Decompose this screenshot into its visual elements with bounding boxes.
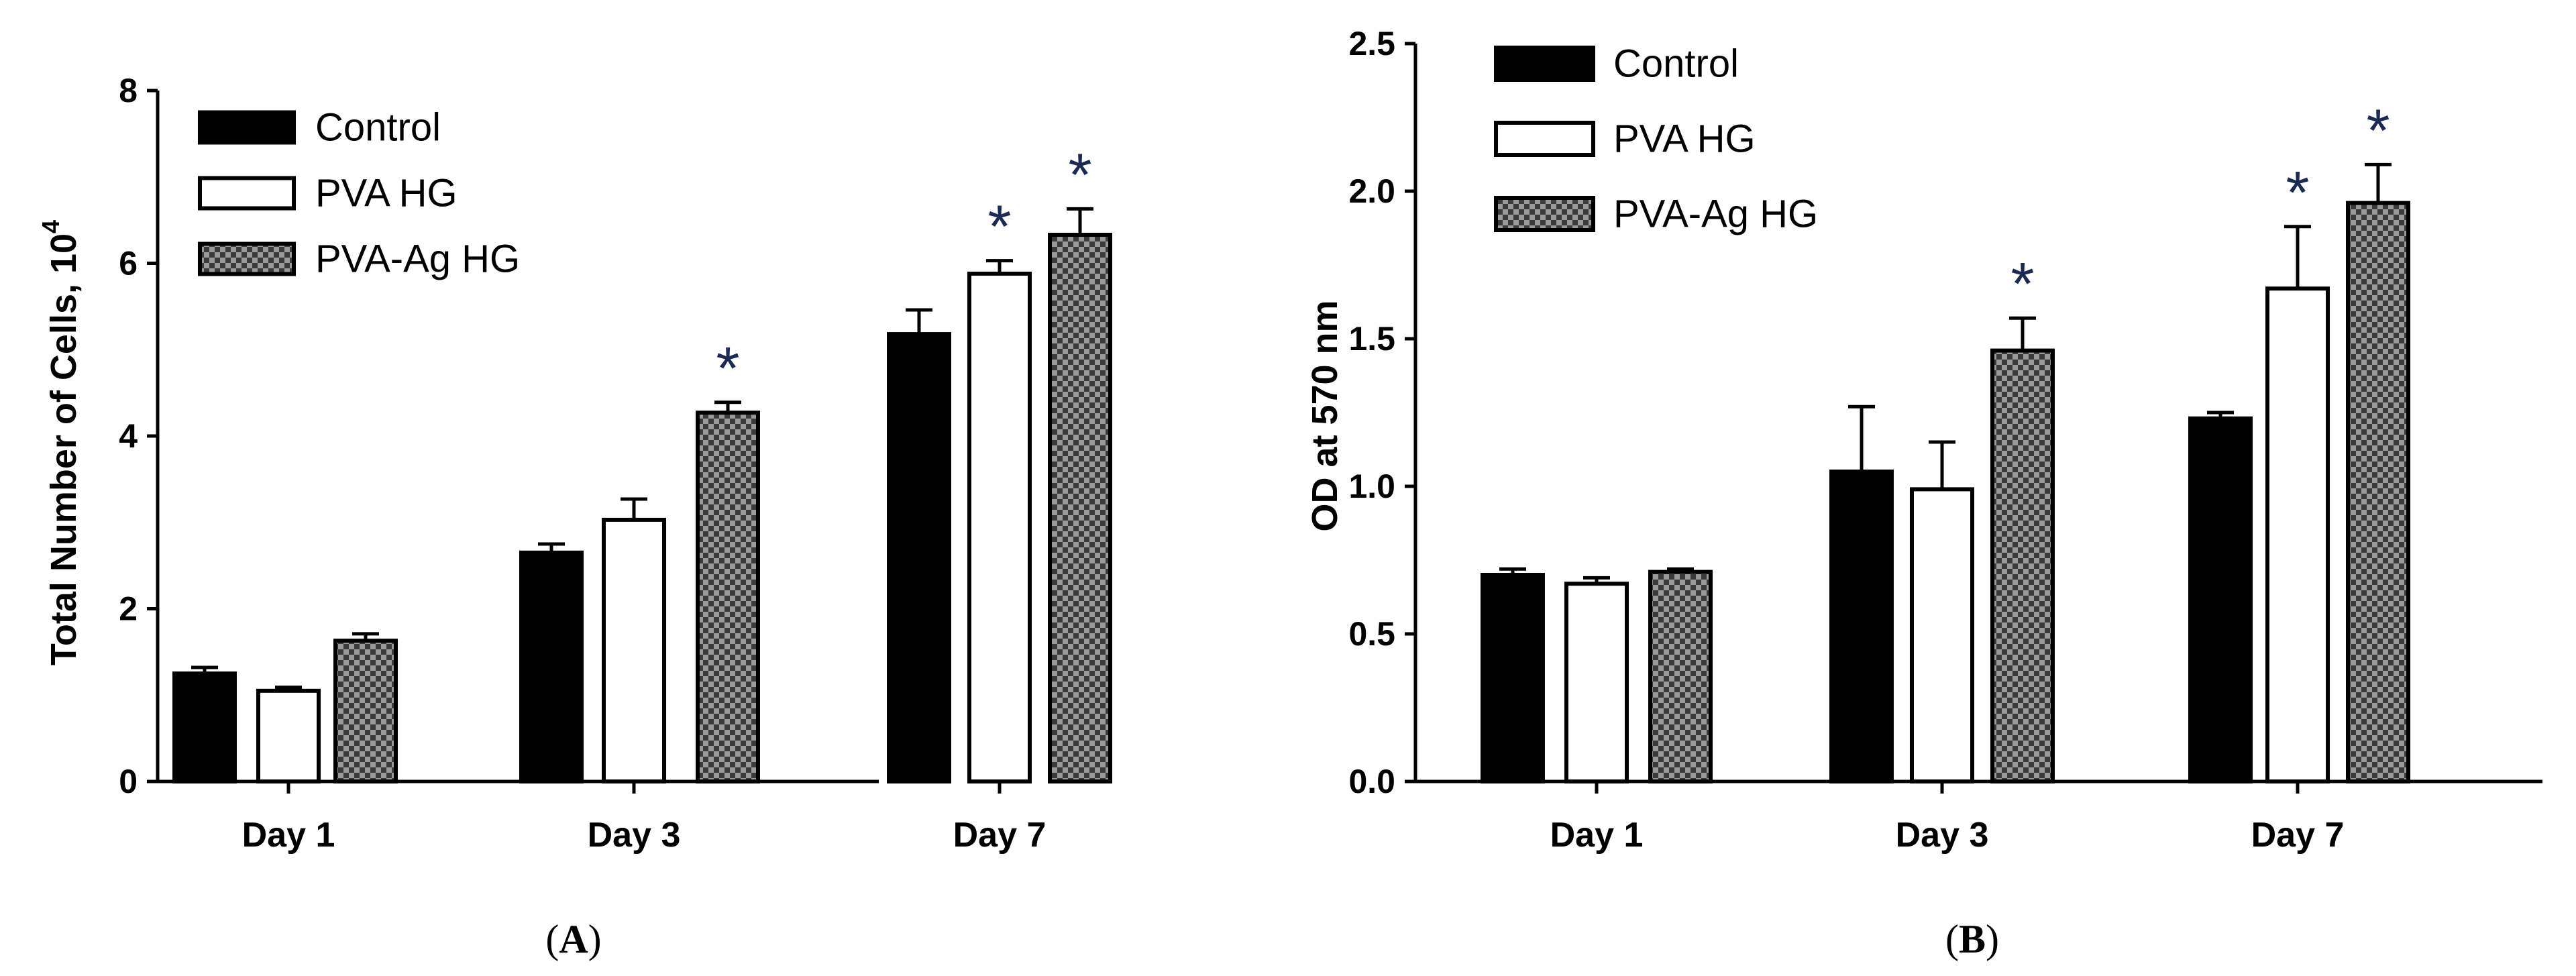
bar-pva-ag-hg: [333, 639, 398, 784]
legend-item-pva-hg: PVA HG: [1494, 117, 1756, 161]
panel-label-letter: A: [559, 917, 588, 961]
bar-control: [519, 550, 584, 783]
bar-pva-ag-hg: [2346, 201, 2410, 784]
bar-pva-ag-hg: [1648, 570, 1713, 783]
legend-label: Control: [1613, 42, 1739, 86]
significance-marker: *: [1068, 142, 1091, 209]
bar-pva-hg: [602, 517, 666, 783]
significance-marker: *: [716, 335, 739, 402]
bar-pva-ag-hg: [1048, 233, 1112, 783]
bar-pva-hg: [256, 688, 321, 783]
significance-marker: *: [2010, 251, 2034, 318]
x-tick-labels: Day 1 Day 3 Day 7: [1550, 816, 2345, 855]
x-tick-label: Day 1: [242, 816, 335, 855]
bar-pva-ag-hg: [696, 411, 760, 783]
significance-marker: *: [2286, 160, 2309, 227]
legend-label: PVA-Ag HG: [315, 237, 520, 281]
legend-swatch: [198, 241, 296, 276]
axes: [1405, 42, 2542, 794]
legend-item-pva-hg: PVA HG: [198, 172, 458, 215]
y-tick-label: 0.5: [1348, 615, 1395, 653]
panel-label: (B): [1945, 917, 1999, 961]
x-tick-label: Day 3: [588, 816, 681, 855]
x-tick-label: Day 1: [1550, 816, 1644, 855]
axes: [147, 89, 1002, 794]
panel-label-letter: B: [1959, 917, 1986, 961]
legend-item-pva-ag-hg: PVA-Ag HG: [1494, 193, 1818, 236]
y-axis-title-exponent: 4: [37, 220, 64, 233]
x-tick-label: Day 3: [1896, 816, 1989, 855]
y-tick-label: 1.0: [1348, 468, 1395, 505]
bar-control: [1481, 573, 1545, 783]
bar-control: [2188, 416, 2253, 783]
bar-pva-hg: [967, 271, 1032, 783]
bar-pva-ag-hg: [1990, 348, 2055, 783]
legend-label: PVA-Ag HG: [1613, 193, 1818, 236]
significance-marker: *: [987, 194, 1011, 261]
panel-label-close-paren: ): [588, 917, 602, 961]
chart-b: 0.0 0.5 1.0 1.5 2.0 2.5 OD at 570 nm Day…: [1305, 25, 2542, 961]
y-tick-label: 2.5: [1348, 25, 1395, 62]
y-axis-title: Total Number of Cells, 104: [37, 220, 85, 665]
x-tick-label: Day 7: [2251, 816, 2345, 855]
y-tick-label: 0.0: [1348, 763, 1395, 800]
y-tick-labels: 0 2 4 6 8: [119, 72, 138, 800]
x-tick-labels: Day 1 Day 3 Day 7: [242, 816, 1046, 855]
x-tick-label: Day 7: [953, 816, 1046, 855]
chart-a: 0 2 4 6 8 Total Number of Cells, 104 Day…: [37, 72, 1112, 961]
bar-pva-hg: [2265, 286, 2330, 783]
y-tick-label: 2.0: [1348, 172, 1395, 210]
y-axis-title: OD at 570 nm: [1305, 300, 1345, 531]
y-axis-title-text: Total Number of Cells, 10: [44, 233, 84, 665]
legend-swatch: [198, 110, 296, 145]
legend-item-control: Control: [1494, 42, 1739, 86]
significance-marker: *: [2366, 97, 2390, 164]
legend: Control PVA HG PVA-Ag HG: [1494, 42, 1818, 236]
bar-control: [887, 332, 951, 783]
y-tick-label: 0: [119, 763, 138, 800]
legend-swatch: [1494, 121, 1595, 157]
panel-label-close-paren: ): [1986, 917, 1999, 961]
bar-pva-hg: [1910, 487, 1974, 784]
legend-label: Control: [315, 106, 441, 150]
y-tick-label: 8: [119, 72, 138, 109]
y-tick-label: 1.5: [1348, 320, 1395, 358]
panel-label-open-paren: (: [1945, 917, 1959, 961]
bar-pva-hg: [1564, 582, 1629, 783]
panel-label-open-paren: (: [545, 917, 559, 961]
legend-item-pva-ag-hg: PVA-Ag HG: [198, 237, 520, 281]
legend: Control PVA HG PVA-Ag HG: [198, 106, 520, 281]
legend-label: PVA HG: [315, 172, 458, 215]
panel-label: (A): [545, 917, 601, 961]
legend-label: PVA HG: [1613, 117, 1756, 161]
y-tick-label: 4: [119, 417, 138, 455]
y-tick-label: 6: [119, 245, 138, 282]
legend-item-control: Control: [198, 106, 441, 150]
legend-swatch: [1494, 46, 1595, 82]
y-tick-label: 2: [119, 590, 138, 628]
bar-control: [1829, 470, 1894, 783]
y-tick-labels: 0.0 0.5 1.0 1.5 2.0 2.5: [1348, 25, 1395, 800]
legend-swatch: [1494, 196, 1595, 232]
bar-control: [172, 671, 237, 783]
legend-swatch: [198, 176, 296, 211]
